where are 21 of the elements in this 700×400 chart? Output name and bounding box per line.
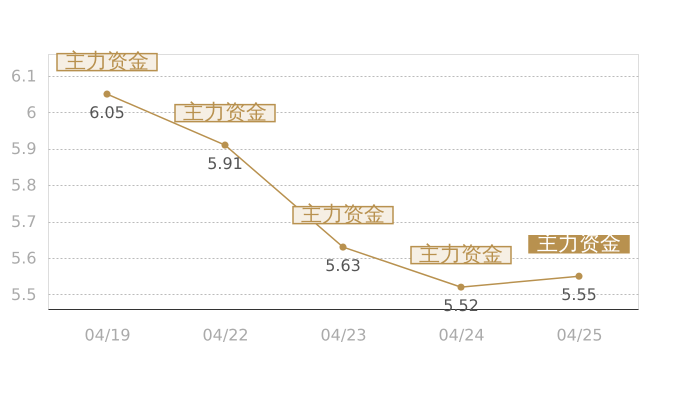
point xyxy=(221,142,229,149)
y-tick-label: 5.8 xyxy=(11,176,36,195)
data-label: 5.63 xyxy=(325,256,361,276)
x-tick-label: 04/24 xyxy=(438,326,485,344)
data-label: 5.55 xyxy=(561,285,597,304)
y-tick-label: 5.6 xyxy=(11,248,36,268)
x-tick-label: 04/22 xyxy=(202,326,249,344)
y-tick-label: 5.5 xyxy=(11,284,36,304)
x-tick-label: 04/25 xyxy=(556,326,603,344)
y-tick-label: 5.9 xyxy=(11,139,36,158)
point xyxy=(575,272,583,280)
x-tick-label: 04/19 xyxy=(84,326,131,344)
point xyxy=(457,284,465,291)
data-label: 6.05 xyxy=(89,103,125,122)
y-tick-label: 6.1 xyxy=(11,66,36,86)
point xyxy=(103,90,111,98)
x-tick-label: 04/23 xyxy=(320,326,367,344)
y-tick-label: 6 xyxy=(26,102,36,122)
point xyxy=(339,244,347,251)
data-label: 5.91 xyxy=(207,154,243,174)
y-tick-label: 5.7 xyxy=(11,212,36,232)
